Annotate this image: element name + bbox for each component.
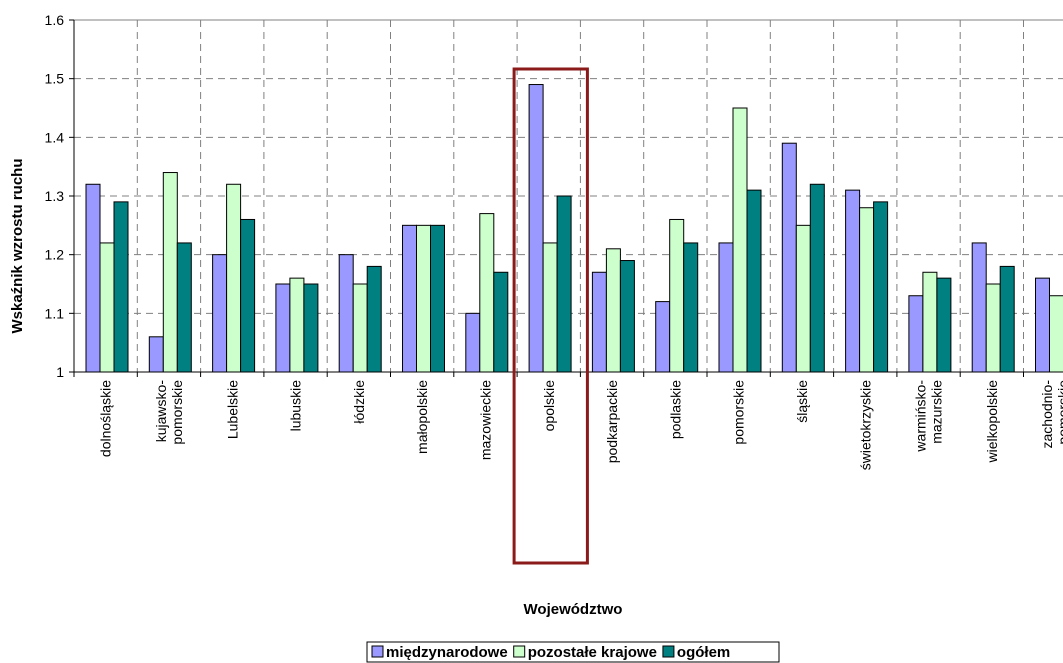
x-tick-label: pomorskie	[169, 380, 185, 445]
x-tick-label: wielkopolskie	[984, 380, 1000, 464]
x-tick-label: podlaskie	[667, 380, 683, 439]
bar-pozostałe krajowe-13	[922, 271, 938, 373]
axes	[69, 19, 1063, 377]
bar-ogółem-12	[873, 201, 889, 373]
bar-pozostałe krajowe-7	[542, 242, 558, 373]
x-tick-label: małopolskie	[414, 380, 430, 454]
bar-pozostałe krajowe-0	[99, 242, 115, 373]
bar-ogółem-8	[619, 260, 635, 373]
x-tick-label: pomorskie	[1055, 380, 1063, 445]
bar-pozostałe krajowe-12	[859, 207, 875, 373]
y-axis-title: Wskaźnik wzrostu ruchu	[9, 158, 26, 333]
bar-pozostałe krajowe-11	[795, 224, 811, 373]
bar-ogółem-0	[113, 201, 129, 373]
legend-label: międzynarodowe	[386, 644, 508, 661]
x-tick-label: świetokrzyskie	[857, 380, 873, 470]
highlight-box	[512, 67, 589, 565]
x-tick-label: mazurskie	[929, 380, 945, 444]
bar-pozostałe krajowe-1	[162, 172, 178, 373]
bar-ogółem-9	[683, 242, 699, 373]
bar-międzynarodowe-5	[402, 224, 417, 373]
legend: międzynarodowe pozostałe krajowe ogółem	[366, 641, 780, 663]
legend-swatch	[662, 645, 675, 658]
bar-ogółem-1	[176, 242, 192, 373]
x-tick-label: warmińsko-	[913, 380, 929, 453]
x-tick-label: mazowieckie	[477, 380, 493, 460]
highlight-rect	[512, 67, 589, 565]
legend-swatch	[513, 645, 526, 658]
legend-label: pozostałe krajowe	[528, 644, 657, 661]
bar-ogółem-4	[366, 265, 382, 373]
bar-międzynarodowe-2	[212, 254, 228, 373]
y-tick-labels: 1 1.1 1.2 1.3 1.4 1.5 1.6	[45, 12, 65, 380]
y-tick-label: 1.4	[45, 129, 65, 145]
bar-pozostałe krajowe-8	[605, 248, 621, 373]
bar-międzynarodowe-1	[148, 336, 164, 373]
bar-ogółem-2	[240, 218, 256, 373]
legend-swatch	[371, 645, 384, 658]
bar-ogółem-6	[493, 271, 509, 373]
bar-międzynarodowe-6	[465, 312, 481, 373]
bar-międzynarodowe-13	[908, 295, 924, 373]
x-tick-label: lubuskie	[288, 380, 304, 432]
bar-pozostałe krajowe-10	[732, 107, 748, 373]
bar-międzynarodowe-8	[591, 271, 607, 373]
x-tick-label: śląskie	[794, 380, 810, 423]
y-tick-label: 1	[56, 364, 64, 380]
legend-box	[366, 641, 780, 663]
bars	[85, 84, 1063, 373]
bar-międzynarodowe-12	[845, 189, 861, 373]
bar-międzynarodowe-9	[655, 301, 671, 373]
bar-ogółem-13	[936, 277, 952, 373]
x-tick-label: pomorskie	[731, 380, 747, 445]
bar-międzynarodowe-14	[971, 242, 987, 373]
x-tick-label: łódzkie	[351, 380, 367, 424]
bar-ogółem-5	[430, 224, 445, 373]
bar-pozostałe krajowe-9	[669, 218, 685, 373]
bar-międzynarodowe-3	[275, 283, 291, 373]
bar-ogółem-10	[746, 189, 762, 373]
x-tick-label: kujawsko-	[153, 380, 169, 443]
x-axis-title: Województwo	[524, 601, 623, 618]
x-tick-labels: dolnośląskie kujawsko-pomorskie Lubelskie l…	[98, 380, 1063, 471]
bar-międzynarodowe-7	[528, 84, 544, 373]
bar-międzynarodowe-4	[338, 254, 354, 373]
bar-międzynarodowe-0	[85, 183, 101, 373]
bar-pozostałe krajowe-15	[1049, 295, 1063, 373]
y-tick-label: 1.3	[45, 188, 65, 204]
bar-międzynarodowe-11	[781, 142, 797, 373]
x-tick-label: dolnośląskie	[98, 380, 114, 457]
bar-ogółem-14	[999, 265, 1015, 373]
y-tick-label: 1.5	[45, 71, 65, 87]
bar-pozostałe krajowe-2	[226, 183, 242, 373]
y-tick-label: 1.1	[45, 305, 65, 321]
bar-ogółem-7	[556, 195, 572, 373]
bar-międzynarodowe-10	[718, 242, 734, 373]
x-tick-label: opolskie	[541, 380, 557, 432]
bar-ogółem-3	[303, 283, 319, 373]
bar-ogółem-11	[809, 183, 825, 373]
legend-label: ogółem	[677, 644, 730, 661]
y-tick-label: 1.6	[45, 12, 65, 28]
bar-pozostałe krajowe-6	[479, 213, 495, 373]
bar-pozostałe krajowe-5	[416, 224, 431, 373]
bar-pozostałe krajowe-14	[985, 283, 1001, 373]
bar-pozostałe krajowe-3	[289, 277, 305, 373]
bar-międzynarodowe-15	[1035, 277, 1050, 373]
y-tick-label: 1.2	[45, 247, 65, 263]
x-tick-label: zachodnio-	[1039, 380, 1055, 449]
x-tick-label: podkarpackie	[604, 380, 620, 463]
bar-pozostałe krajowe-4	[352, 283, 368, 373]
x-tick-label: Lubelskie	[224, 380, 240, 439]
